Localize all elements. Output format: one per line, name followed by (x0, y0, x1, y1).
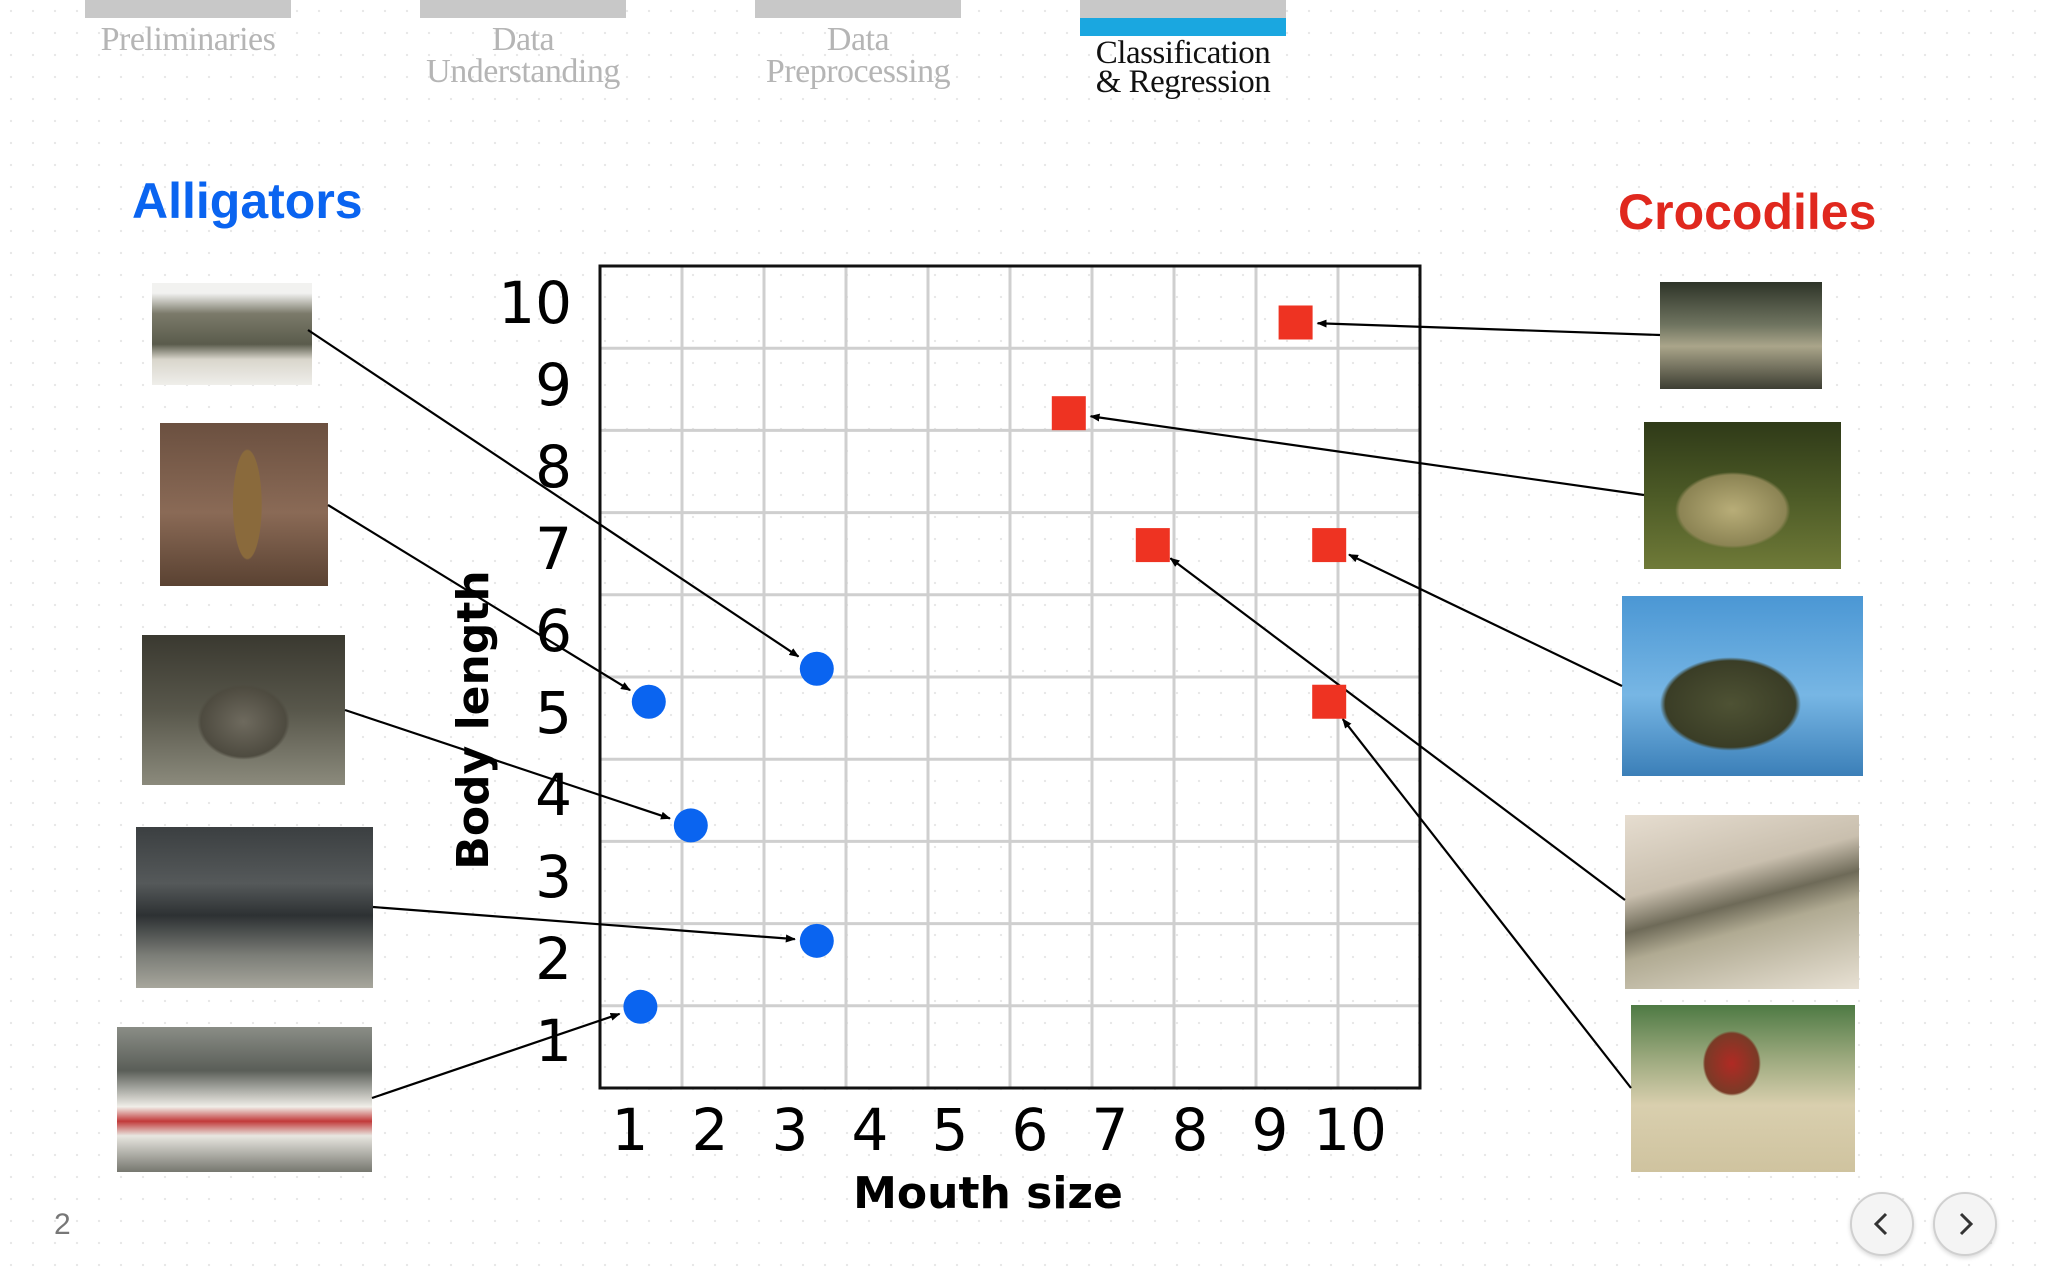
tab-label: Classification & Regression (1095, 35, 1271, 100)
x-tick-label: 9 (1252, 1096, 1289, 1164)
alligator-arrow (371, 1012, 621, 1100)
crocodile-photo (1660, 282, 1822, 389)
crocodile-arrow (1169, 557, 1626, 901)
crocodile-point (1051, 396, 1086, 431)
x-tick-label: 4 (852, 1096, 889, 1164)
tab-indicator (420, 0, 626, 18)
alligator-point (673, 808, 708, 843)
chevron-right-icon (1959, 1212, 1974, 1236)
tab-data-understanding[interactable]: Data Understanding (420, 0, 626, 90)
alligator-photo (142, 635, 345, 785)
alligators-title: Alligators (132, 173, 363, 229)
x-axis-label: Mouth size (853, 1168, 1123, 1219)
tab-label: Data Understanding (426, 21, 620, 90)
alligator-point (799, 923, 834, 958)
alligator-point (623, 989, 658, 1024)
y-tick-label: 10 (498, 269, 572, 337)
crocodile-point (1312, 684, 1347, 719)
crocodile-point (1312, 528, 1347, 563)
alligator-arrow (344, 708, 671, 820)
y-tick-label: 4 (535, 761, 572, 829)
tab-indicator (85, 0, 291, 18)
alligator-point (631, 684, 666, 719)
alligator-arrow (327, 504, 631, 692)
crocodile-photo (1625, 815, 1859, 989)
x-tick-label: 7 (1092, 1096, 1129, 1164)
crocodile-photo (1644, 422, 1841, 569)
y-tick-label: 3 (535, 843, 572, 911)
alligator-photo (152, 283, 312, 385)
tab-data-preprocessing[interactable]: Data Preprocessing (755, 0, 961, 90)
crocodile-arrow (1316, 319, 1661, 337)
crocodile-arrow (1348, 553, 1623, 687)
y-tick-label: 7 (535, 515, 572, 583)
y-tick-label: 6 (535, 597, 572, 665)
crocodile-point (1135, 528, 1170, 563)
alligator-photo (160, 423, 328, 586)
y-axis-label: Body length (448, 570, 499, 869)
alligator-arrow (307, 329, 800, 658)
x-tick-label: 1 (612, 1096, 649, 1164)
crocodile-point (1278, 305, 1313, 340)
alligator-photo (136, 827, 373, 988)
x-tick-label: 3 (772, 1096, 809, 1164)
tab-label: Data Preprocessing (765, 21, 951, 90)
crocodile-photo (1631, 1005, 1855, 1172)
y-tick-label: 2 (535, 925, 572, 993)
crocodile-arrow (1089, 413, 1645, 497)
tab-classification-regression[interactable]: Classification & Regression (1080, 0, 1286, 100)
x-tick-label: 10 (1313, 1096, 1387, 1164)
page-number: 2 (54, 1208, 71, 1241)
tab-indicator-active (1080, 0, 1286, 36)
x-tick-label: 5 (932, 1096, 969, 1164)
crocodiles-title: Crocodiles (1618, 184, 1877, 240)
tab-indicator (755, 0, 961, 18)
x-tick-label: 2 (692, 1096, 729, 1164)
chevron-left-icon (1873, 1212, 1888, 1236)
crocodile-photo (1622, 596, 1863, 776)
alligator-photo (117, 1027, 372, 1172)
tab-label: Preliminaries (100, 21, 276, 58)
tab-preliminaries[interactable]: Preliminaries (85, 0, 291, 58)
y-tick-label: 8 (535, 433, 572, 501)
prev-slide-button[interactable] (1850, 1192, 1914, 1256)
next-slide-button[interactable] (1933, 1192, 1997, 1256)
x-tick-label: 6 (1012, 1096, 1049, 1164)
crocodile-arrow (1341, 718, 1632, 1089)
x-tick-label: 8 (1172, 1096, 1209, 1164)
alligator-arrow (372, 905, 796, 943)
y-tick-label: 5 (535, 679, 572, 747)
plot-frame (598, 264, 1422, 1090)
y-tick-label: 9 (535, 351, 572, 419)
alligator-point (799, 651, 834, 686)
